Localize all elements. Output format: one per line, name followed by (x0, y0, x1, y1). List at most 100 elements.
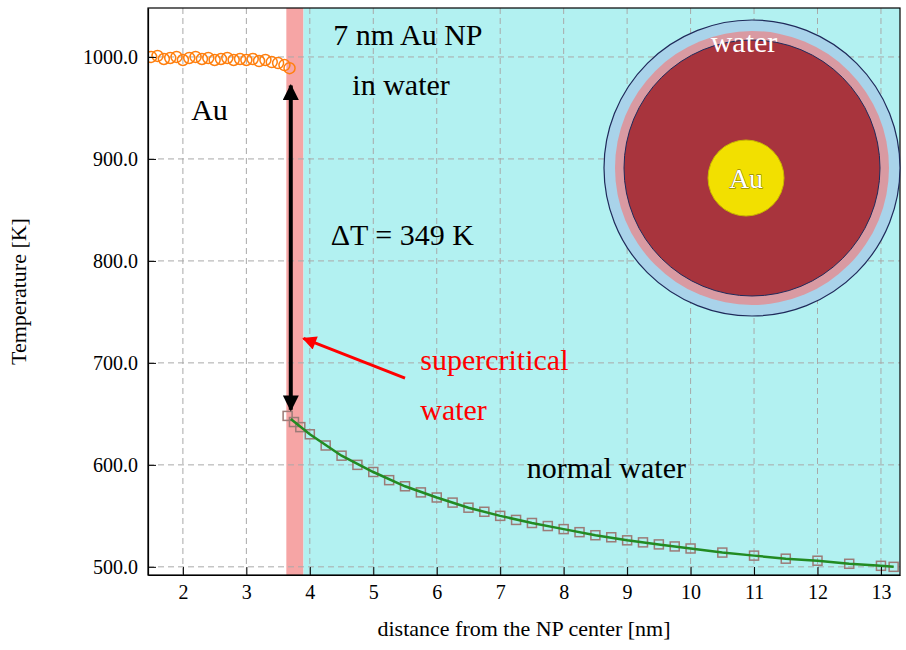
series-points (148, 50, 295, 73)
x-tick-label: 13 (871, 581, 891, 603)
annotation: in water (352, 68, 449, 101)
series-points (283, 411, 898, 571)
y-tick: 600.0 (93, 454, 156, 476)
x-tick: 12 (808, 567, 828, 603)
circle-point (152, 50, 163, 61)
frame (148, 8, 900, 575)
y-tick-mark (148, 465, 156, 466)
y-tick-label: 800.0 (93, 250, 138, 272)
x-tick-mark (881, 567, 882, 575)
y-tick: 800.0 (93, 250, 156, 272)
x-tick: 4 (305, 567, 315, 603)
annotation: normal water (527, 451, 686, 484)
x-tick-mark (437, 567, 438, 575)
y-tick-label: 900.0 (93, 148, 138, 170)
circle-point (222, 52, 233, 63)
x-tick-mark (691, 567, 692, 575)
x-tick-label: 8 (559, 581, 569, 603)
circle-point (247, 53, 258, 64)
grid-line-y (148, 464, 900, 465)
fit-line (291, 419, 894, 567)
x-tick-label: 4 (305, 581, 315, 603)
chart: 2 3 4 5 6 7 8 9 10 11 12 13 500.0 600.0 700.0 800.0 900.… (0, 0, 906, 650)
inset-water-rim (615, 31, 889, 305)
inset-outer (604, 20, 900, 316)
annotation: supercritical (420, 343, 568, 376)
bands (286, 8, 900, 575)
circle-point (284, 63, 295, 74)
x-tick-label: 2 (178, 581, 188, 603)
x-tick-mark (310, 567, 311, 575)
y-tick: 500.0 (93, 556, 156, 578)
x-axis: 2 3 4 5 6 7 8 9 10 11 12 13 (149, 567, 901, 603)
x-axis-title: distance from the NP center [nm] (377, 616, 670, 641)
x-tick: 10 (681, 567, 701, 603)
grid-line-x (563, 8, 564, 575)
x-tick-label: 10 (681, 581, 701, 603)
x-tick-label: 12 (808, 581, 828, 603)
x-tick-mark (500, 567, 501, 575)
x-tick: 13 (871, 567, 891, 603)
annotation: Au (191, 93, 228, 126)
grid-line-y (148, 566, 900, 567)
inset: water Au (604, 20, 900, 316)
circle-point (177, 55, 188, 66)
annotation: ΔT = 349 K (331, 218, 474, 251)
x-tick-mark (818, 567, 819, 575)
y-tick-label: 1000.0 (83, 46, 138, 68)
circle-point (203, 52, 214, 63)
annotation: 7 nm Au NP (333, 18, 482, 51)
inset-water (624, 40, 880, 296)
x-tick: 9 (623, 567, 633, 603)
inset-label: water (711, 25, 778, 58)
x-tick-mark (373, 567, 374, 575)
inset-core (708, 140, 784, 216)
x-tick-label: 3 (242, 581, 252, 603)
circle-point (171, 51, 182, 62)
x-tick: 11 (745, 567, 764, 603)
y-tick-mark (148, 567, 156, 568)
x-tick: 8 (559, 567, 569, 603)
y-tick: 700.0 (93, 352, 156, 374)
y-tick: 1000.0 (83, 46, 156, 68)
grid-line-x (309, 8, 310, 575)
y-tick-mark (148, 261, 156, 262)
x-axis-line (149, 575, 901, 576)
x-tick-label: 11 (745, 581, 764, 603)
y-axis-line (148, 9, 149, 576)
x-tick: 3 (242, 567, 252, 603)
y-tick-label: 500.0 (93, 556, 138, 578)
y-tick-label: 600.0 (93, 454, 138, 476)
band (286, 8, 303, 575)
x-tick-mark (183, 567, 184, 575)
x-tick-label: 9 (623, 581, 633, 603)
x-tick: 6 (432, 567, 442, 603)
x-tick-mark (564, 567, 565, 575)
y-tick-mark (148, 57, 156, 58)
x-tick-mark (246, 567, 247, 575)
annotation: water (420, 393, 487, 426)
x-tick-label: 7 (496, 581, 506, 603)
x-tick-label: 5 (369, 581, 379, 603)
x-tick: 7 (496, 567, 506, 603)
grid-line-x (182, 8, 183, 575)
y-tick-mark (148, 363, 156, 364)
grid-line-x (246, 8, 247, 575)
circle-point (190, 51, 201, 62)
circle-point (260, 55, 271, 66)
y-tick: 900.0 (93, 148, 156, 170)
annotations: 7 nm Au NP in water Au ΔT = 349 K supercriti… (191, 18, 686, 484)
x-tick-mark (754, 567, 755, 575)
y-axis-title: Temperature [K] (6, 218, 31, 365)
grid-line-x (500, 8, 501, 575)
x-tick-mark (627, 567, 628, 575)
x-tick: 5 (369, 567, 379, 603)
y-tick-label: 700.0 (93, 352, 138, 374)
arrow (289, 86, 293, 410)
x-tick-label: 6 (432, 581, 442, 603)
x-tick: 2 (178, 567, 188, 603)
y-axis: 500.0 600.0 700.0 800.0 900.0 1000.0 (83, 9, 156, 578)
grid-line-x (880, 8, 881, 575)
inset-label: Au (729, 163, 763, 194)
circle-point (273, 58, 284, 69)
